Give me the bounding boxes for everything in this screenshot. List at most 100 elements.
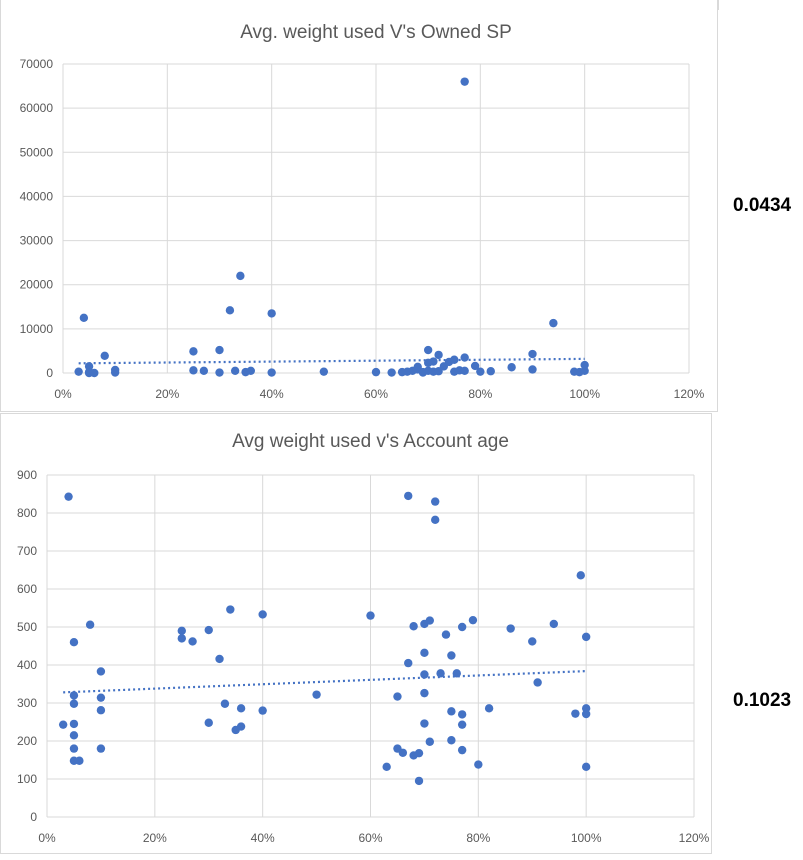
data-point [447, 736, 456, 745]
data-point [486, 367, 495, 376]
data-point [420, 719, 429, 728]
data-point [484, 704, 494, 713]
y-tick-label: 60000 [20, 101, 54, 115]
correlation-value-bottom: 0.1023 [733, 690, 792, 711]
data-point [319, 367, 329, 376]
y-tick-label: 20000 [20, 278, 54, 292]
x-tick-label: 100% [569, 387, 600, 401]
y-tick-label: 30000 [20, 234, 54, 248]
data-point [366, 611, 375, 620]
x-tick-label: 60% [364, 387, 388, 401]
x-tick-label: 80% [466, 831, 490, 845]
y-tick-label: 800 [17, 506, 37, 520]
x-tick-label: 40% [251, 831, 275, 845]
y-tick-label: 500 [17, 620, 37, 634]
data-point [436, 669, 445, 678]
data-point [177, 626, 186, 635]
data-point [581, 762, 591, 772]
data-point [425, 737, 435, 746]
data-point [312, 690, 321, 699]
x-tick-label: 20% [155, 387, 179, 401]
data-point [75, 756, 84, 765]
data-point [414, 776, 424, 786]
data-point [215, 345, 224, 355]
data-point [507, 363, 516, 372]
data-point [110, 365, 120, 375]
data-point [215, 654, 224, 664]
data-point [85, 620, 95, 629]
data-point [96, 667, 106, 676]
data-point [470, 361, 480, 371]
chart-title: Avg weight used v's Account age [232, 431, 509, 452]
chart-owned-sp[interactable]: Avg. weight used V's Owned SP 0 10000 20000… [0, 0, 718, 412]
data-point [468, 615, 478, 625]
data-point [460, 353, 469, 362]
x-tick-label: 100% [571, 831, 602, 845]
data-point [96, 706, 106, 715]
data-point [387, 368, 396, 377]
data-point [226, 605, 235, 614]
data-point [230, 366, 240, 375]
data-point [409, 622, 418, 631]
y-tick-label: 50000 [20, 145, 54, 159]
chart-account-age[interactable]: Avg weight used v's Account age 0 100 200 30… [0, 413, 712, 854]
data-point [457, 710, 467, 719]
data-point [189, 366, 198, 375]
data-point [69, 731, 79, 740]
data-point [414, 748, 424, 758]
x-tick-label: 20% [143, 831, 167, 845]
data-point [74, 367, 83, 376]
data-point [474, 760, 483, 769]
data-point [457, 720, 467, 729]
data-point [431, 497, 440, 506]
data-point [528, 349, 537, 359]
data-point [69, 744, 79, 753]
x-tick-label: 40% [260, 387, 284, 401]
y-tick-label: 300 [17, 696, 37, 710]
data-point [434, 350, 443, 360]
data-point [236, 271, 245, 281]
data-point [64, 492, 73, 501]
y-tick-label: 600 [17, 582, 37, 596]
data-point [189, 347, 198, 356]
data-point [96, 744, 106, 753]
data-point [79, 313, 89, 323]
y-tick-label: 900 [17, 468, 37, 482]
data-point [393, 692, 402, 701]
data-point [258, 706, 267, 715]
chart-account-age-svg: Avg weight used v's Account age 0 100 200 30… [17, 431, 710, 845]
data-point [441, 630, 451, 639]
data-point [398, 748, 408, 757]
data-point [528, 365, 537, 374]
y-tick-label: 400 [17, 658, 37, 672]
data-point [447, 707, 456, 716]
y-tick-label: 100 [17, 772, 37, 786]
x-tick-label: 60% [358, 831, 382, 845]
data-point [225, 306, 235, 315]
y-tick-label: 200 [17, 734, 37, 748]
data-point [199, 366, 209, 375]
data-point [576, 571, 585, 580]
data-point [100, 351, 109, 360]
data-point [571, 709, 580, 718]
data-point [58, 720, 68, 729]
chart-title: Avg. weight used V's Owned SP [240, 22, 512, 43]
data-point [460, 366, 469, 375]
data-point [215, 368, 224, 377]
data-point [420, 670, 429, 679]
correlation-value-top: 0.0434 [733, 195, 792, 216]
x-tick-label: 0% [54, 387, 72, 401]
data-point [267, 368, 276, 377]
data-point [404, 491, 413, 501]
data-point [96, 693, 106, 702]
data-point [236, 704, 246, 713]
data-point [581, 632, 591, 642]
data-point [457, 622, 467, 632]
y-tick-label: 40000 [20, 189, 54, 203]
data-point [267, 309, 276, 318]
data-point [457, 745, 467, 755]
data-point [476, 367, 485, 376]
data-point [90, 368, 99, 378]
x-tick-label: 120% [679, 831, 710, 845]
data-point [69, 691, 79, 700]
